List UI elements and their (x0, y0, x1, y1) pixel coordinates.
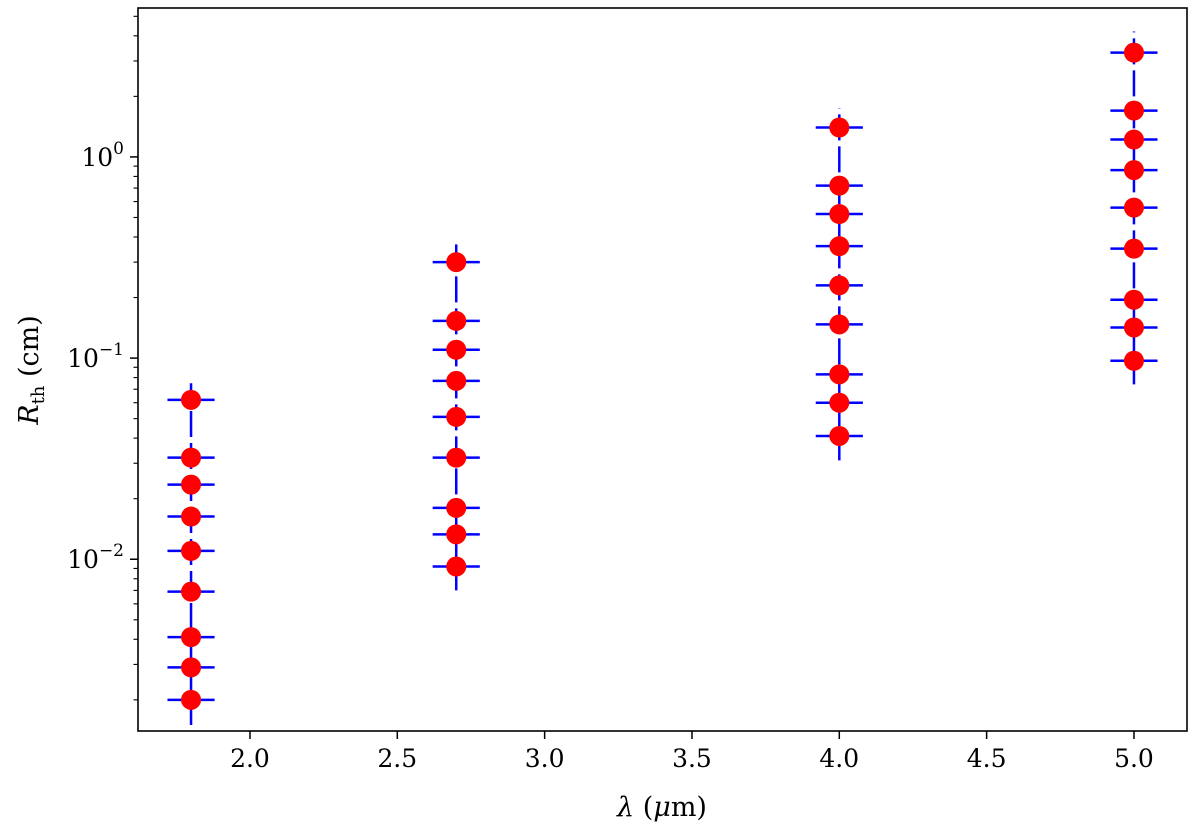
data-point-9 (446, 252, 467, 273)
data-point-2 (181, 474, 202, 495)
data-point-14 (446, 447, 467, 468)
data-point-6 (181, 627, 202, 648)
data-point-30 (1123, 160, 1144, 181)
data-point-32 (1123, 238, 1144, 259)
data-point-25 (829, 392, 850, 413)
data-point-1 (181, 447, 202, 468)
data-point-27 (1123, 42, 1144, 63)
data-point-11 (446, 339, 467, 360)
y-axis-label: Rth (cm) (14, 315, 49, 426)
data-point-15 (446, 497, 467, 518)
data-point-29 (1123, 129, 1144, 150)
data-point-33 (1123, 289, 1144, 310)
x-tick-label-0: 2.0 (230, 744, 270, 773)
x-tick-label-5: 4.5 (967, 744, 1007, 773)
data-point-23 (829, 314, 850, 335)
data-point-12 (446, 370, 467, 391)
x-tick-label-4: 4.0 (819, 744, 859, 773)
data-point-16 (446, 524, 467, 545)
data-point-17 (446, 556, 467, 577)
x-axis-unit-rest: m) (671, 792, 707, 823)
data-point-22 (829, 275, 850, 296)
y-tick-label-1: 10−1 (67, 340, 124, 373)
data-point-10 (446, 310, 467, 331)
data-point-35 (1123, 350, 1144, 371)
y-axis-subscript: th (28, 385, 49, 404)
data-point-26 (829, 425, 850, 446)
data-point-34 (1123, 317, 1144, 338)
data-point-21 (829, 236, 850, 257)
y-axis-symbol: R (14, 404, 45, 425)
data-point-31 (1123, 197, 1144, 218)
data-point-28 (1123, 100, 1144, 121)
x-tick-label-3: 3.5 (672, 744, 712, 773)
x-axis-unit-mu: μ (653, 792, 671, 823)
x-tick-label-6: 5.0 (1114, 744, 1154, 773)
data-point-0 (181, 389, 202, 410)
x-axis-symbol: λ (616, 792, 634, 823)
data-point-5 (181, 581, 202, 602)
x-tick-label-2: 3.0 (525, 744, 565, 773)
x-tick-label-1: 2.5 (377, 744, 417, 773)
data-point-4 (181, 540, 202, 561)
data-points (181, 42, 1144, 710)
error-bars (167, 31, 1158, 725)
data-point-7 (181, 657, 202, 678)
x-axis-unit-open: ( (634, 792, 653, 823)
data-point-13 (446, 406, 467, 427)
x-axis-ticks: 2.0 2.5 3.0 3.5 4.0 4.5 5.0 (230, 731, 1154, 773)
x-axis-label: λ (μm) (616, 792, 707, 823)
data-point-19 (829, 175, 850, 196)
y-axis-unit: (cm) (14, 315, 45, 385)
data-point-20 (829, 204, 850, 225)
data-point-8 (181, 689, 202, 710)
data-point-3 (181, 506, 202, 527)
y-tick-label-0: 10−2 (67, 541, 124, 574)
y-tick-label-2: 100 (81, 139, 124, 172)
y-axis-ticks: 10−2 10−1 100 (67, 15, 138, 701)
data-point-18 (829, 117, 850, 138)
plot-frame (137, 7, 1188, 732)
data-point-24 (829, 364, 850, 385)
